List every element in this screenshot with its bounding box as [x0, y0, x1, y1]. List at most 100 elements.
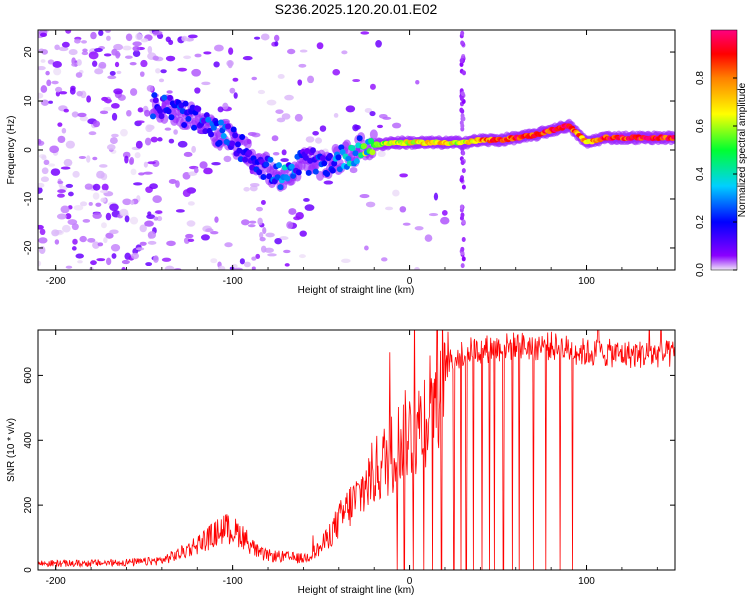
- spectrogram-noise-blob: [121, 266, 126, 270]
- spectrogram-noise-blob: [187, 238, 195, 242]
- spectrogram-ridge-cell: [242, 156, 249, 163]
- spectrogram-noise-blob: [242, 55, 253, 61]
- spectrogram-ridge-cell: [185, 115, 192, 122]
- spectrogram-noise-blob: [133, 182, 143, 186]
- spectrogram-noise-blob: [214, 216, 219, 223]
- spectrogram-noise-blob: [105, 212, 112, 221]
- spectrogram-noise-blob: [63, 158, 73, 167]
- spectrogram-noise-blob: [41, 49, 48, 55]
- spectrogram-y-tick-label: 20: [23, 46, 34, 58]
- colorbar-tick-label: 0.8: [695, 71, 706, 85]
- spectrogram-noise-blob: [96, 258, 106, 262]
- spectrogram-noise-blob: [152, 55, 159, 61]
- spectrogram-noise-blob: [352, 78, 361, 83]
- spectrogram-noise-blob: [88, 131, 97, 136]
- spectrogram-noise-blob: [147, 240, 157, 245]
- spectrogram-noise-blob: [81, 51, 89, 56]
- spectrogram-artifact-blob: [460, 91, 465, 97]
- spectrogram-noise-blob: [257, 217, 263, 226]
- spectrogram-noise-blob: [281, 149, 287, 156]
- spectrogram-noise-blob: [91, 60, 98, 67]
- spectrogram-noise-blob: [57, 135, 66, 144]
- spectrogram-noise-blob: [135, 32, 143, 41]
- spectrogram-artifact-blob: [459, 107, 464, 113]
- spectrogram-noise-blob: [57, 122, 63, 127]
- spectrogram-noise-blob: [95, 202, 102, 207]
- spectrogram-ridge-cell: [670, 134, 675, 140]
- spectrogram-noise-blob: [218, 265, 226, 270]
- snr-frame: [37, 329, 676, 571]
- spectrogram-noise-blob: [274, 237, 283, 245]
- spectrogram-ridge-cell: [305, 169, 312, 176]
- spectrogram-ridge-cell: [157, 108, 164, 115]
- spectrogram-noise-blob: [297, 79, 303, 86]
- spectrogram-noise-blob: [210, 258, 218, 264]
- snr-marks: [38, 330, 675, 570]
- spectrogram-noise-blob: [228, 47, 234, 55]
- snr-y-axis-label: SNR (10 * v/v): [6, 418, 17, 482]
- spectrogram-noise-blob: [166, 90, 173, 94]
- spectrogram-noise-blob: [92, 120, 101, 128]
- spectrogram-artifact-blob: [459, 96, 464, 102]
- spectrogram-noise-blob: [96, 170, 105, 179]
- spectrogram-noise-blob: [232, 77, 239, 82]
- spectrogram-noise-blob: [177, 67, 188, 72]
- spectrogram-noise-blob: [77, 260, 83, 264]
- spectrogram-noise-blob: [79, 235, 87, 243]
- spectrogram-noise-blob: [276, 117, 286, 123]
- spectrogram-noise-blob: [119, 208, 129, 217]
- spectrogram-noise-blob: [130, 200, 135, 206]
- spectrogram-noise-blob: [132, 41, 142, 47]
- spectrogram-noise-blob: [98, 30, 104, 36]
- spectrogram-noise-blob: [139, 71, 145, 77]
- spectrogram-noise-blob: [79, 201, 88, 207]
- spectrogram-noise-blob: [177, 140, 188, 148]
- spectrogram-noise-blob: [288, 208, 297, 215]
- colorbar-ticks: 0.0 0.2 0.4 0.6 0.8: [695, 71, 737, 277]
- spectrogram-noise-blob: [109, 229, 119, 235]
- colorbar-label: Normalized spectral amplitude: [737, 82, 748, 217]
- spectrogram-noise-blob: [60, 166, 71, 170]
- spectrogram-noise-blob: [103, 106, 113, 111]
- spectrogram-noise-blob: [99, 189, 109, 194]
- spectrogram-noise-blob: [92, 212, 102, 219]
- colorbar-tick-label: 0.0: [695, 263, 706, 277]
- spectrogram-noise-blob: [106, 257, 112, 266]
- spectrogram-noise-blob: [402, 222, 411, 226]
- spectrogram-noise-blob: [65, 140, 75, 149]
- spectrogram-noise-blob: [113, 88, 123, 95]
- spectrogram-noise-blob: [273, 34, 280, 42]
- spectrogram-noise-blob: [194, 53, 202, 58]
- spectrogram-noise-blob: [68, 49, 78, 56]
- spectrogram-noise-blob: [145, 262, 153, 267]
- spectrogram-noise-blob: [377, 150, 386, 158]
- spectrogram-noise-blob: [126, 109, 132, 117]
- spectrogram-ridge-cell: [345, 155, 352, 162]
- spectrogram-noise-blob: [433, 192, 439, 201]
- spectrogram-noise-blob: [137, 107, 144, 113]
- spectrogram-noise-blob: [97, 242, 104, 247]
- spectrogram-noise-blob: [199, 161, 208, 169]
- spectrogram-noise-blob: [441, 209, 448, 216]
- spectrogram-noise-blob: [239, 258, 245, 265]
- spectrogram-noise-blob: [260, 33, 270, 41]
- spectrogram-artifact-blob: [461, 70, 466, 76]
- spectrogram-ridge-cell: [203, 112, 210, 119]
- spectrogram-artifact-blob: [460, 250, 465, 256]
- spectrogram-noise-blob: [229, 266, 235, 270]
- spectrogram-noise-blob: [129, 157, 135, 165]
- snr-x-axis-label: Height of straight line (km): [298, 585, 415, 596]
- spectrogram-noise-blob: [40, 32, 47, 38]
- spectrogram-noise-blob: [111, 133, 119, 138]
- spectrogram-noise-blob: [181, 35, 188, 42]
- spectrogram-noise-blob: [92, 192, 100, 200]
- spectrogram-ridge-cell: [274, 174, 281, 181]
- spectrogram-noise-blob: [364, 107, 373, 114]
- spectrogram-noise-blob: [38, 186, 43, 194]
- snr-x-ticks: -200 -100 0 100: [46, 330, 658, 587]
- spectrogram-noise-blob: [440, 216, 450, 225]
- spectrogram-noise-blob: [299, 254, 306, 259]
- spectrogram-noise-blob: [359, 194, 370, 199]
- spectrogram-noise-blob: [155, 68, 161, 74]
